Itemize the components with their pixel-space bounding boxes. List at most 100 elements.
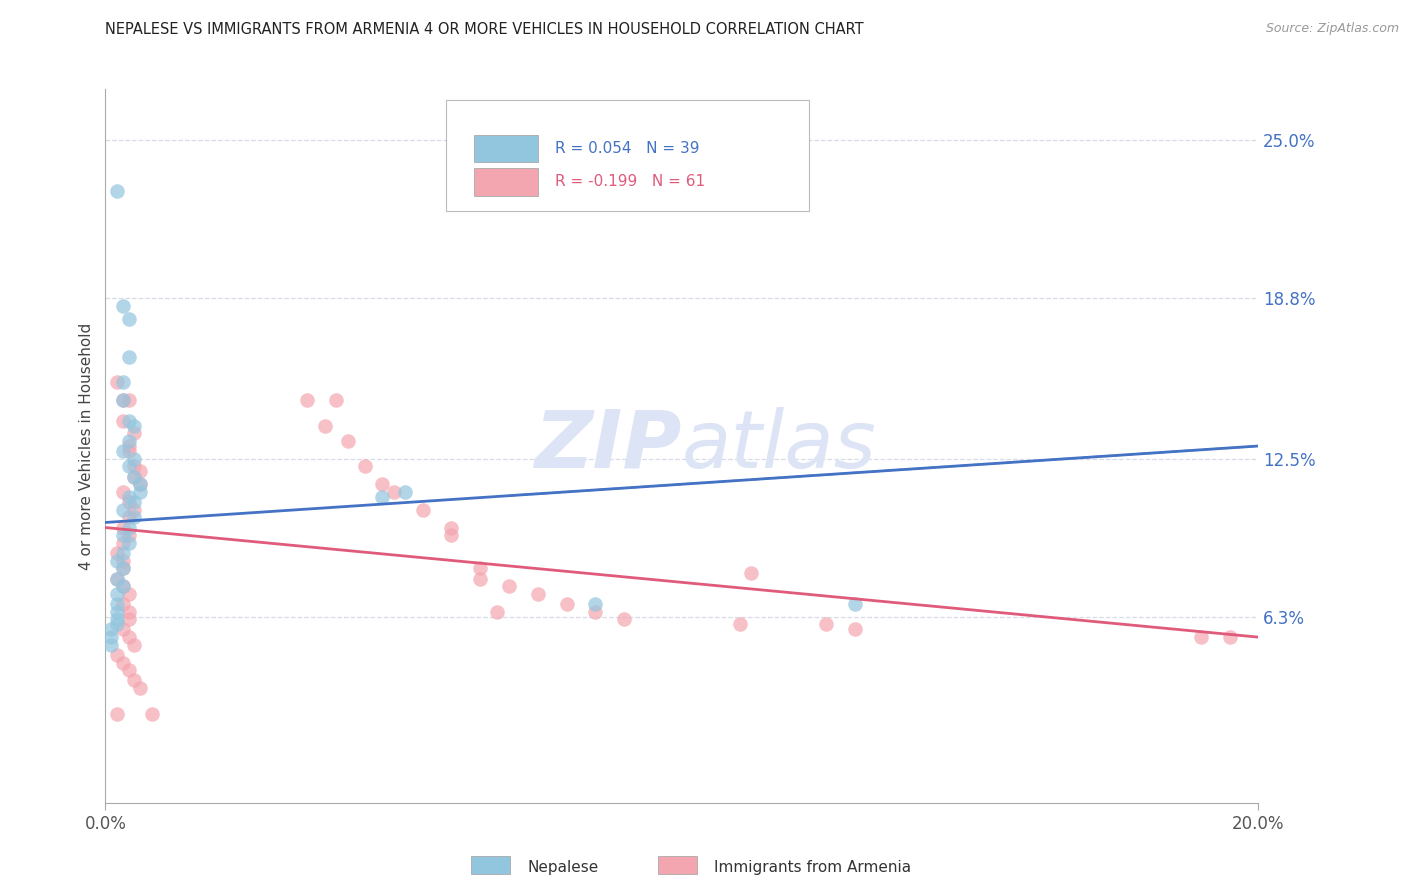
Point [124,469,146,483]
Bar [474,169,538,195]
Point [117,439,139,453]
Point [117,434,139,448]
Point [124,451,146,466]
Point [297,393,319,408]
Point [111,520,134,534]
Point [613,612,636,626]
Point [124,418,146,433]
Point [117,459,139,474]
Point [844,597,866,611]
Point [105,612,128,626]
Point [111,536,134,550]
Point [336,434,359,448]
Text: Immigrants from Armenia: Immigrants from Armenia [714,860,911,874]
Point [105,605,128,619]
Point [440,528,463,542]
Point [111,623,134,637]
Point [111,579,134,593]
Point [111,502,134,516]
Point [124,673,146,688]
Point [100,623,122,637]
Point [129,465,152,479]
Point [124,638,146,652]
Point [325,393,347,408]
Point [117,520,139,534]
Point [111,393,134,408]
Point [382,484,405,499]
Point [124,426,146,441]
Text: Source: ZipAtlas.com: Source: ZipAtlas.com [1265,22,1399,36]
Point [111,561,134,575]
Point [470,572,492,586]
Point [111,413,134,427]
Bar [474,135,538,162]
Point [111,579,134,593]
Point [124,495,146,509]
Point [105,706,128,721]
Point [129,681,152,695]
Point [105,617,128,632]
Point [1189,630,1212,644]
Point [728,617,751,632]
Point [117,495,139,509]
Point [117,605,139,619]
Point [117,393,139,408]
Point [117,510,139,524]
Point [117,490,139,504]
Point [585,605,607,619]
Point [105,554,128,568]
Point [117,350,139,364]
Point [117,536,139,550]
Point [111,484,134,499]
Point [111,376,134,390]
Point [371,490,394,504]
Point [740,566,762,581]
Point [117,444,139,458]
Point [111,554,134,568]
Text: ZIP: ZIP [534,407,682,485]
Point [117,587,139,601]
Point [412,502,434,516]
Point [815,617,838,632]
Point [100,630,122,644]
Point [105,648,128,662]
Point [498,579,520,593]
Point [111,656,134,670]
Point [117,630,139,644]
Point [100,638,122,652]
Text: Nepalese: Nepalese [527,860,599,874]
Point [371,477,394,491]
Point [470,561,492,575]
Point [111,444,134,458]
Point [105,572,128,586]
Text: atlas: atlas [682,407,877,485]
Point [117,612,139,626]
Text: NEPALESE VS IMMIGRANTS FROM ARMENIA 4 OR MORE VEHICLES IN HOUSEHOLD CORRELATION : NEPALESE VS IMMIGRANTS FROM ARMENIA 4 OR… [105,22,865,37]
Point [124,469,146,483]
Point [111,528,134,542]
Point [844,623,866,637]
Point [117,311,139,326]
Text: R = 0.054   N = 39: R = 0.054 N = 39 [555,141,700,156]
Y-axis label: 4 or more Vehicles in Household: 4 or more Vehicles in Household [79,322,94,570]
Point [486,605,509,619]
Point [129,477,152,491]
Point [585,597,607,611]
Point [314,418,336,433]
FancyBboxPatch shape [446,100,808,211]
Point [111,561,134,575]
Point [105,376,128,390]
Point [117,663,139,677]
Point [141,706,163,721]
Point [124,502,146,516]
Text: R = -0.199   N = 61: R = -0.199 N = 61 [555,175,706,189]
Point [124,459,146,474]
Point [527,587,550,601]
Point [555,597,578,611]
Point [394,484,416,499]
Point [111,597,134,611]
Point [105,597,128,611]
Point [129,484,152,499]
Point [105,184,128,198]
Point [111,546,134,560]
